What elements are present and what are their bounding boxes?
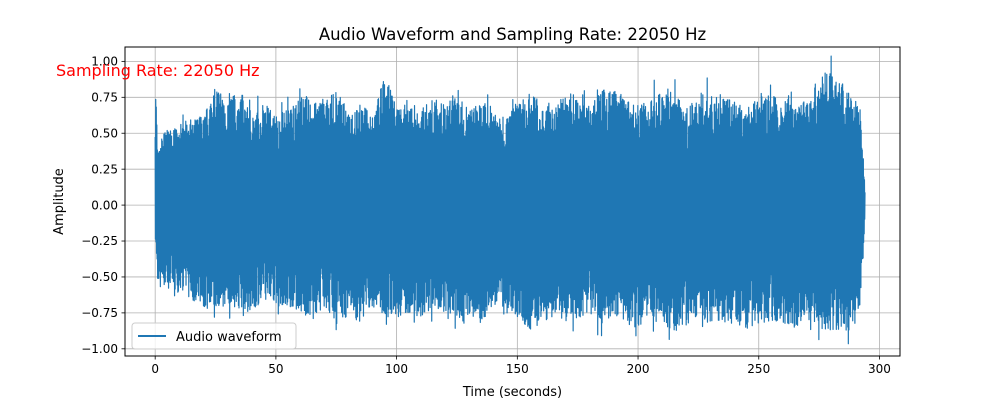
y-tick-label: 0.50 (91, 126, 118, 140)
x-axis-ticks: 0 50 100 150 200 250 300 (151, 356, 891, 376)
y-tick-label: −0.75 (81, 306, 118, 320)
y-tick-label: 0.75 (91, 91, 118, 105)
y-tick-label: 0.00 (91, 198, 118, 212)
waveform-series-line (154, 55, 866, 345)
y-axis-ticks: −1.00 −0.75 −0.50 −0.25 0.00 0.25 0.50 0.75 1.00 (81, 55, 125, 356)
sampling-rate-annotation: Sampling Rate: 22050 Hz (56, 61, 260, 80)
legend-label: Audio waveform (176, 330, 282, 345)
y-tick-label: −1.00 (81, 342, 118, 356)
x-tick-label: 200 (627, 362, 650, 376)
y-tick-label: 1.00 (91, 55, 118, 69)
y-tick-label: −0.25 (81, 234, 118, 248)
x-tick-label: 0 (151, 362, 159, 376)
y-tick-label: −0.50 (81, 270, 118, 284)
legend-box (131, 322, 297, 350)
x-tick-label: 150 (506, 362, 529, 376)
y-tick-label: 0.25 (91, 162, 118, 176)
x-tick-label: 250 (747, 362, 770, 376)
x-tick-label: 300 (868, 362, 891, 376)
x-tick-label: 100 (385, 362, 408, 376)
x-axis-label: Time (seconds) (462, 385, 562, 400)
x-tick-label: 50 (268, 362, 283, 376)
plot-area (154, 55, 866, 345)
legend: Audio waveform (131, 322, 297, 350)
y-axis-label: Amplitude (52, 168, 67, 235)
axes-frame (124, 46, 901, 357)
chart-title: Audio Waveform and Sampling Rate: 22050 … (319, 25, 706, 44)
